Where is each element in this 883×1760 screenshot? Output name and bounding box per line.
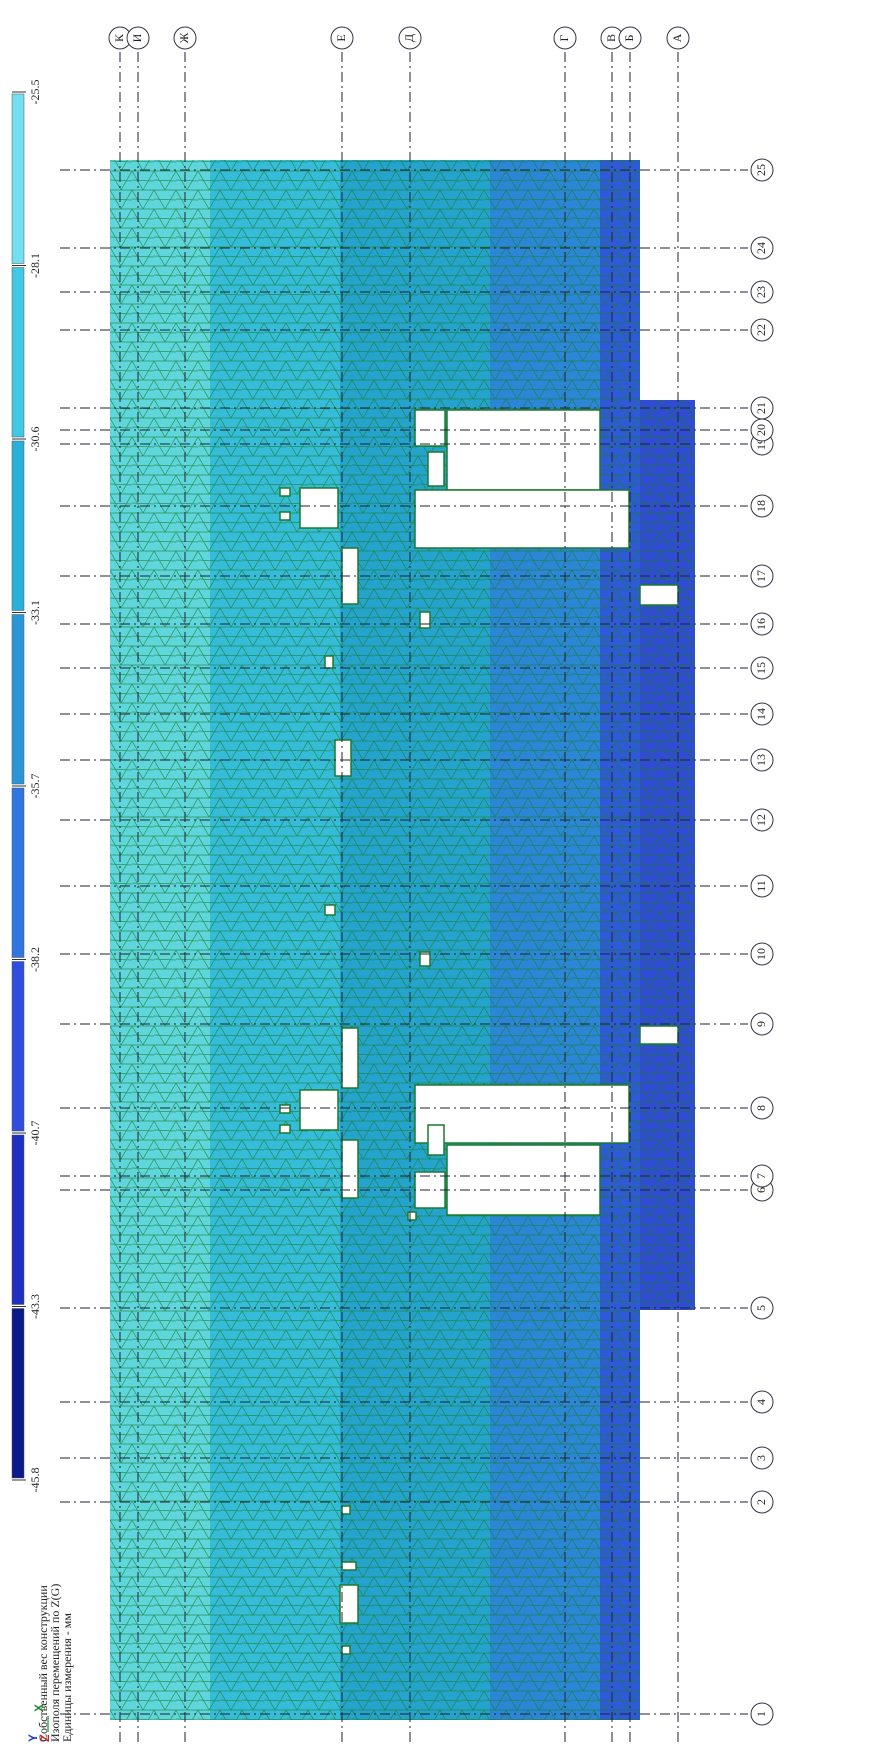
legend-label: -43.3	[28, 1294, 42, 1319]
axis-label: 7	[754, 1173, 768, 1179]
legend-swatch	[12, 1309, 24, 1479]
opening	[342, 1646, 350, 1654]
opening	[428, 452, 444, 486]
opening	[342, 1028, 358, 1088]
opening	[300, 488, 338, 528]
opening	[280, 1125, 290, 1133]
axis-label: 3	[754, 1455, 768, 1461]
axis-x: X	[32, 1704, 46, 1712]
fem-view: КИЖЕДГВБА1234567891011121314151617181920…	[0, 0, 883, 1760]
slab	[110, 160, 695, 1720]
axis-label: И	[130, 33, 144, 42]
opening	[280, 512, 290, 520]
legend-swatch	[12, 94, 24, 264]
axis-label: А	[670, 33, 684, 42]
caption: Единицы измерения - мм	[60, 1613, 74, 1742]
axis-label: 23	[754, 286, 768, 298]
axis-z: Z	[38, 1735, 52, 1742]
axis-label: 1	[754, 1711, 768, 1717]
legend-label: -40.7	[28, 1121, 42, 1146]
legend-label: -35.7	[28, 774, 42, 799]
legend-swatch	[12, 788, 24, 958]
axis-label: 22	[754, 324, 768, 336]
opening	[342, 1562, 356, 1570]
opening	[447, 1145, 600, 1215]
opening	[415, 490, 629, 548]
legend-swatch	[12, 441, 24, 611]
opening	[342, 1140, 358, 1198]
opening	[415, 1085, 629, 1143]
legend-label: -25.5	[28, 80, 42, 105]
axis-label: Д	[402, 34, 416, 42]
axis-label: 4	[754, 1399, 768, 1405]
legend-label: -38.2	[28, 947, 42, 972]
axis-label: 2	[754, 1499, 768, 1505]
legend-label: -33.1	[28, 600, 42, 625]
axis-label: 15	[754, 662, 768, 674]
opening	[280, 1105, 290, 1113]
legend-label: -30.6	[28, 427, 42, 452]
axis-label: 6	[754, 1187, 768, 1193]
legend-swatch	[12, 615, 24, 785]
axis-label: Ж	[177, 32, 191, 43]
legend-label: -45.8	[28, 1468, 42, 1493]
mesh	[110, 160, 640, 1720]
opening	[447, 410, 600, 490]
opening	[300, 1090, 338, 1130]
axis-label: Б	[622, 34, 636, 41]
opening	[415, 410, 445, 446]
opening	[420, 612, 430, 628]
legend-swatch	[12, 1135, 24, 1305]
opening	[640, 585, 678, 605]
axis-label: 24	[754, 242, 768, 254]
axis-label: В	[604, 34, 618, 42]
axis-label: 11	[754, 880, 768, 892]
mesh	[640, 400, 695, 1310]
opening	[335, 740, 351, 776]
legend-swatch	[12, 268, 24, 438]
opening	[340, 1585, 358, 1623]
legend-label: -28.1	[28, 253, 42, 278]
legend-swatch	[12, 962, 24, 1132]
axis-label: 10	[754, 948, 768, 960]
opening	[325, 656, 333, 668]
opening	[408, 1212, 416, 1220]
opening	[342, 1506, 350, 1514]
opening	[428, 1125, 444, 1155]
axis-label: 20	[754, 424, 768, 436]
axis-label: 9	[754, 1021, 768, 1027]
axis-label: 25	[754, 164, 768, 176]
opening	[325, 905, 335, 915]
axis-label: 17	[754, 570, 768, 582]
axis-label: 18	[754, 500, 768, 512]
axis-label: К	[112, 33, 126, 42]
axis-label: 8	[754, 1105, 768, 1111]
axis-label: 21	[754, 402, 768, 414]
axis-label: 13	[754, 754, 768, 766]
axis-label: 16	[754, 618, 768, 630]
axis-label: Г	[557, 34, 571, 41]
opening	[640, 1026, 678, 1044]
axis-label: Е	[334, 34, 348, 41]
axis-label: 12	[754, 814, 768, 826]
opening	[280, 488, 290, 496]
axis-label: 5	[754, 1305, 768, 1311]
axis-label: 14	[754, 708, 768, 720]
